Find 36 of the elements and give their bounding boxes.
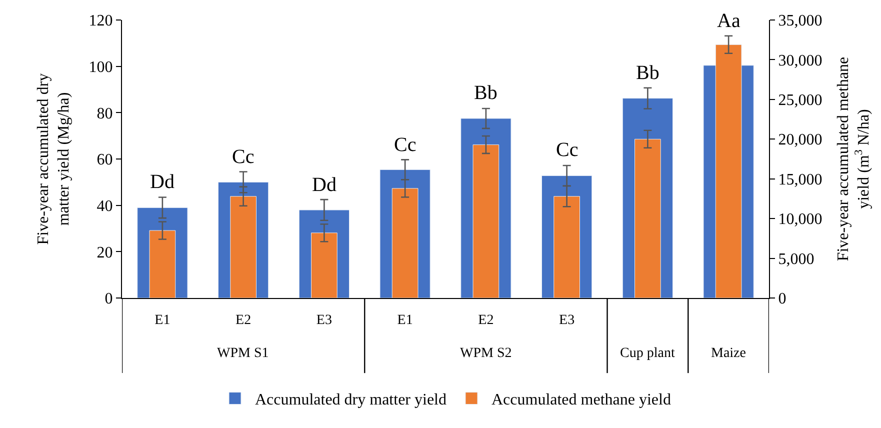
y-tick-label: 20 xyxy=(96,244,113,262)
y-tick-label: 80 xyxy=(96,105,113,122)
data-label: Bb xyxy=(474,82,498,104)
y2-tick-label: 35,000 xyxy=(778,12,822,30)
x-tick-label: E1 xyxy=(397,312,413,328)
data-label: Cc xyxy=(232,146,254,168)
text: Cup plant xyxy=(620,346,675,361)
y2-tick-label: 20,000 xyxy=(778,132,822,149)
y-tick-label: 120 xyxy=(88,12,113,30)
y2-tick-label: 5,000 xyxy=(778,250,814,268)
x-tick-label: E3 xyxy=(559,312,575,328)
text: WPM S1 xyxy=(217,346,269,361)
y-tick-label: 100 xyxy=(88,58,113,76)
y-tick-label: 0 xyxy=(104,290,113,308)
y2-tick-label: 15,000 xyxy=(778,171,822,188)
y2-tick-label: 0 xyxy=(778,290,786,308)
data-label: Dd xyxy=(150,171,174,193)
text: WPM S2 xyxy=(460,346,512,361)
legend-label: Accumulated methane yield xyxy=(491,392,671,409)
x-tick-label: E2 xyxy=(236,312,252,328)
data-label: Cc xyxy=(556,139,578,161)
y2-tick-label: 10,000 xyxy=(778,211,822,228)
x-tick-label: E1 xyxy=(154,312,170,328)
x-tick-label: E3 xyxy=(316,312,332,328)
text: Maize xyxy=(711,346,746,361)
y-axis-title: Five-year accumulated dry matter yield (Mg/ha) xyxy=(34,73,73,245)
data-label: Cc xyxy=(394,134,416,156)
y-tick-label: 60 xyxy=(96,152,113,169)
y2-tick-label: 25,000 xyxy=(778,92,822,110)
y2-tick-label: 30,000 xyxy=(778,52,822,70)
legend-label: Accumulated dry matter yield xyxy=(255,392,446,409)
data-label: Bb xyxy=(636,62,660,84)
data-label: Dd xyxy=(312,174,336,196)
y-tick-label: 40 xyxy=(96,198,113,215)
x-tick-label: E2 xyxy=(478,312,494,328)
data-label: Aa xyxy=(717,10,740,32)
